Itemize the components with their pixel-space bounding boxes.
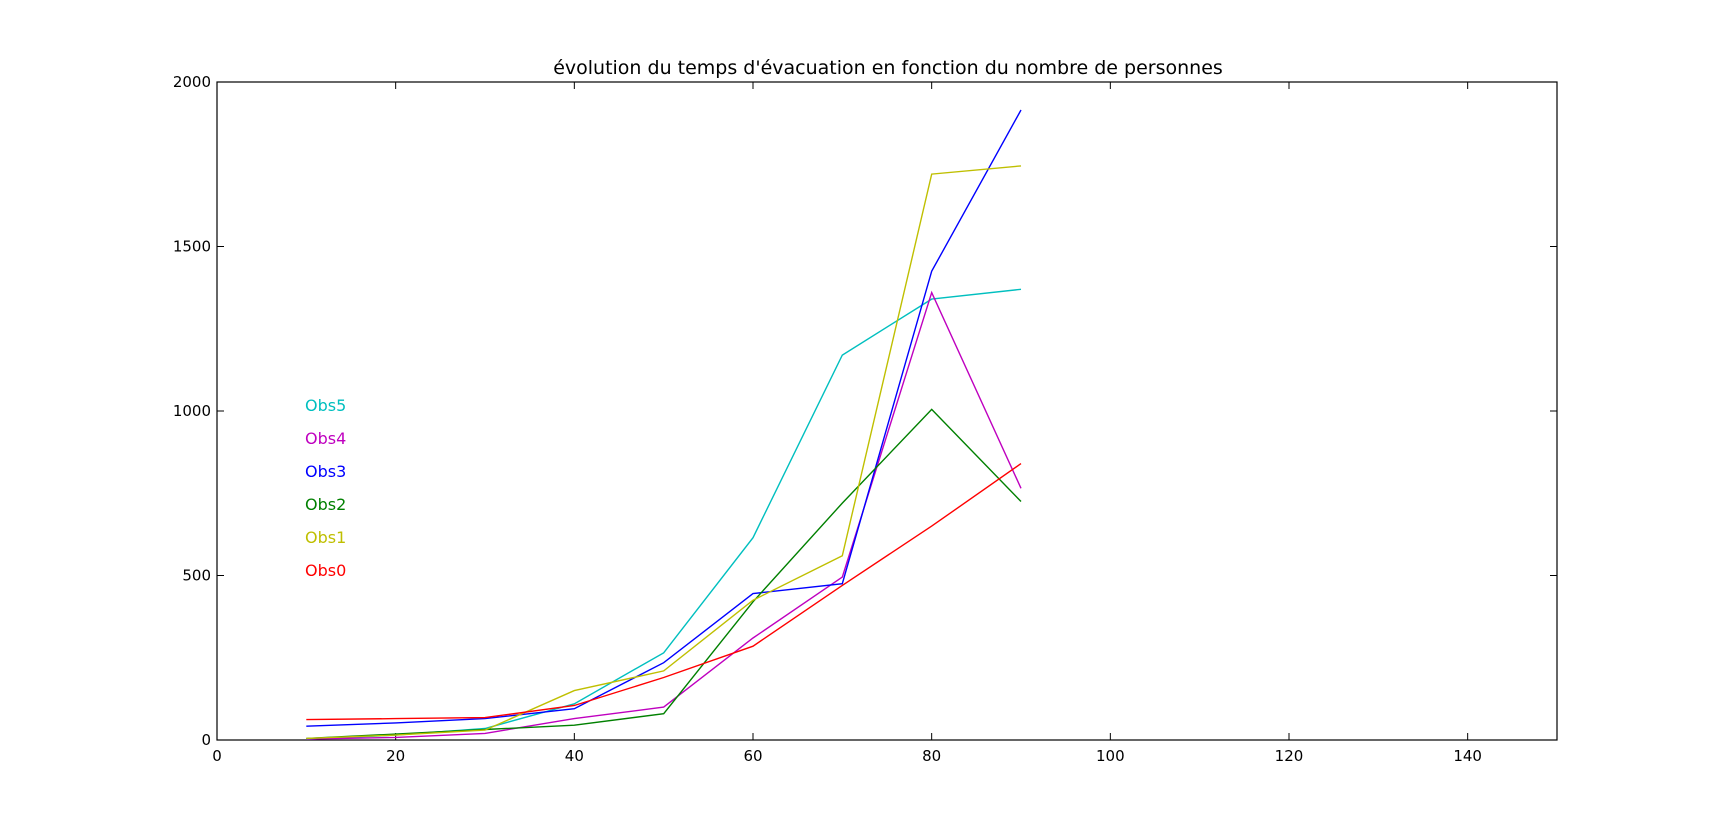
series-line-obs2 xyxy=(306,408,1022,740)
legend-label-obs1: Obs1 xyxy=(305,528,346,547)
series-line-obs5 xyxy=(306,288,1022,740)
legend: Obs5 Obs4 Obs3 Obs2 Obs1 Obs0 xyxy=(305,396,346,580)
plot-area-frame xyxy=(216,81,1558,741)
x-tick-label: 120 xyxy=(1275,747,1304,765)
x-tick-label: 140 xyxy=(1453,747,1482,765)
x-tick-label: 80 xyxy=(922,747,941,765)
chart-title: évolution du temps d'évacuation en fonct… xyxy=(553,57,1223,79)
x-tick-label: 40 xyxy=(565,747,584,765)
series-line-obs3 xyxy=(306,109,1022,727)
series-lines xyxy=(306,109,1022,740)
y-tick-label: 1500 xyxy=(173,238,211,256)
x-tick-label: 0 xyxy=(212,747,222,765)
legend-label-obs0: Obs0 xyxy=(305,561,346,580)
legend-label-obs4: Obs4 xyxy=(305,429,346,448)
x-tick-label: 60 xyxy=(743,747,762,765)
y-tick-label: 0 xyxy=(201,731,211,749)
y-tick-label: 2000 xyxy=(173,73,211,91)
y-tick-label: 1000 xyxy=(173,402,211,420)
legend-label-obs3: Obs3 xyxy=(305,462,346,481)
series-line-obs4 xyxy=(306,290,1022,740)
y-axis: 0 500 1000 1500 2000 xyxy=(173,73,1557,749)
legend-label-obs2: Obs2 xyxy=(305,495,346,514)
legend-label-obs5: Obs5 xyxy=(305,396,346,415)
x-tick-label: 100 xyxy=(1096,747,1125,765)
series-line-obs1 xyxy=(306,165,1022,740)
x-tick-label: 20 xyxy=(386,747,405,765)
series-line-obs0 xyxy=(306,463,1022,721)
x-axis: 0 20 40 60 80 100 120 140 xyxy=(212,82,1482,765)
y-tick-label: 500 xyxy=(182,567,211,585)
